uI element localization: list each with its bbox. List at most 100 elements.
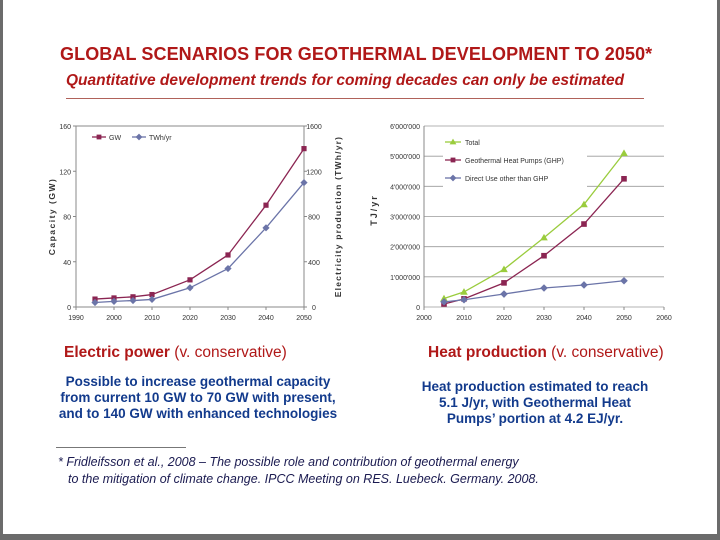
legend-marker xyxy=(135,133,143,141)
y2-tick-label: 1600 xyxy=(306,124,322,131)
footnote-divider xyxy=(56,447,186,448)
y2-axis-title: Electricity production (TWh/yr) xyxy=(333,136,343,297)
electric-power-description-line: and to 140 GW with enhanced technologies xyxy=(58,406,338,421)
data-point xyxy=(262,224,270,232)
data-point xyxy=(187,277,193,283)
series-line-gw xyxy=(94,148,305,300)
legend-label: TWh/yr xyxy=(149,135,172,142)
series-line-directuseotherthanghp xyxy=(443,280,625,303)
y-tick-label: 4'000'000 xyxy=(390,184,420,191)
y-tick-label: 120 xyxy=(59,169,71,176)
slide-title: GLOBAL SCENARIOS FOR GEOTHERMAL DEVELOPM… xyxy=(60,44,653,64)
data-point xyxy=(460,288,468,295)
data-point xyxy=(581,221,587,227)
legend-label: Geothermal Heat Pumps (GHP) xyxy=(465,158,564,165)
data-point xyxy=(224,264,232,273)
x-tick-label: 2050 xyxy=(616,315,632,322)
heat-production-description-line: 5.1 J/yr, with Geothermal Heat xyxy=(438,395,632,410)
data-point xyxy=(225,252,231,258)
y-tick-label: 80 xyxy=(63,215,71,222)
electric-power-description-line: from current 10 GW to 70 GW with present… xyxy=(60,390,336,405)
legend-marker xyxy=(449,174,457,182)
footnote-line-2: to the mitigation of climate change. IPC… xyxy=(68,472,539,486)
heat-production-description: Heat production estimated to reach 5.1 J… xyxy=(395,379,675,427)
series-line-total xyxy=(443,152,625,300)
heat-production-caption: Heat production (v. conservative) xyxy=(428,344,664,362)
x-tick-label: 2020 xyxy=(182,315,198,322)
y-tick-label: 40 xyxy=(63,260,71,267)
x-tick-label: 2040 xyxy=(258,315,274,322)
x-tick-label: 2020 xyxy=(496,315,512,322)
y-tick-label: 3'000'000 xyxy=(390,215,420,222)
x-tick-label: 1990 xyxy=(68,315,84,322)
data-point xyxy=(540,284,548,292)
footnote-line-1: * Fridleifsson et al., 2008 – The possib… xyxy=(58,455,519,469)
y-axis-title: Capacity (GW) xyxy=(47,178,57,256)
footnote: * Fridleifsson et al., 2008 – The possib… xyxy=(58,454,539,488)
series-line-geothermalheatpumpsghp xyxy=(443,178,625,305)
data-point xyxy=(300,178,308,187)
x-tick-label: 2000 xyxy=(416,315,432,322)
electric-power-description-line: Possible to increase geothermal capacity xyxy=(65,374,331,389)
x-tick-label: 2010 xyxy=(456,315,472,322)
heat-production-description-line: Heat production estimated to reach xyxy=(421,379,649,394)
data-point xyxy=(621,175,627,182)
legend-marker xyxy=(96,134,102,140)
data-point xyxy=(500,265,508,273)
y2-tick-label: 400 xyxy=(308,260,320,267)
slide-subtitle: Quantitative development trends for comi… xyxy=(66,72,625,89)
electric-power-description: Possible to increase geothermal capacity… xyxy=(48,374,348,422)
data-point xyxy=(620,149,628,156)
y-tick-label: 6'000'000 xyxy=(390,124,420,131)
data-point xyxy=(148,295,156,304)
legend-label: Direct Use other than GHP xyxy=(465,176,549,183)
data-point xyxy=(186,284,194,292)
y-tick-label: 1'000'000 xyxy=(390,275,420,282)
y2-tick-label: 1200 xyxy=(306,169,322,176)
data-point xyxy=(301,146,307,152)
data-point xyxy=(580,200,588,208)
data-point xyxy=(129,296,137,305)
x-tick-label: 2060 xyxy=(656,315,672,322)
data-point xyxy=(149,291,155,298)
data-point xyxy=(580,281,588,289)
legend-marker xyxy=(449,138,457,145)
legend-label: GW xyxy=(109,135,121,142)
data-point xyxy=(501,280,507,286)
data-point xyxy=(440,294,448,302)
y-tick-label: 5'000'000 xyxy=(390,154,420,161)
title-divider xyxy=(66,98,644,99)
data-point xyxy=(440,298,448,306)
y2-tick-label: 0 xyxy=(312,305,316,312)
x-tick-label: 2000 xyxy=(106,315,122,322)
x-tick-label: 2030 xyxy=(536,315,552,322)
y-tick-label: 2'000'000 xyxy=(390,245,420,252)
electric-power-caption: Electric power (v. conservative) xyxy=(64,344,287,362)
data-point xyxy=(540,233,548,241)
heat-production-caption-main: Heat production xyxy=(428,344,547,361)
electric-power-caption-sub: (v. conservative) xyxy=(174,344,287,361)
legend-box xyxy=(443,133,587,191)
data-point xyxy=(91,298,99,307)
x-tick-label: 2010 xyxy=(144,315,160,322)
legend-label: Total xyxy=(465,140,480,147)
heat-production-description-line: Pumps’ portion at 4.2 EJ/yr. xyxy=(446,411,624,426)
legend-marker xyxy=(450,157,456,163)
y-tick-label: 0 xyxy=(67,305,71,312)
data-point xyxy=(541,252,547,259)
data-point xyxy=(130,294,136,300)
heat-production-caption-sub: (v. conservative) xyxy=(551,344,664,361)
data-point xyxy=(110,297,118,305)
x-tick-label: 2040 xyxy=(576,315,592,322)
y-tick-label: 160 xyxy=(59,124,71,131)
y-tick-label: 0 xyxy=(416,305,420,312)
y-axis-title: TJ/yr xyxy=(369,194,379,226)
data-point xyxy=(263,202,269,208)
data-point xyxy=(500,290,508,298)
data-point xyxy=(460,295,468,304)
data-point xyxy=(620,276,628,285)
x-tick-label: 2050 xyxy=(296,315,312,322)
